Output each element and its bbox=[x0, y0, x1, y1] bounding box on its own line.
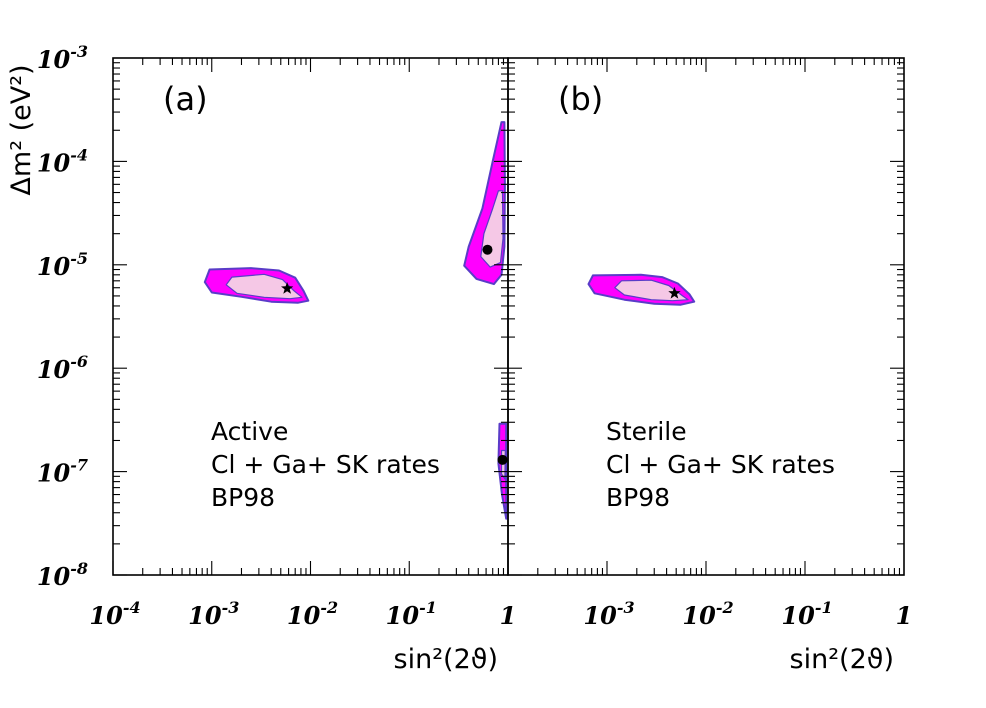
panel-b-x-tick-label: 10-3 bbox=[583, 598, 634, 630]
y-axis-title: Δm² (eV²) bbox=[6, 64, 37, 195]
tick-label-base: 10 bbox=[37, 355, 71, 384]
panel-b-x-tick-label: 10-2 bbox=[682, 598, 733, 630]
panel-a-frame bbox=[112, 57, 509, 576]
panel-a-x-tick-label: 10-4 bbox=[89, 598, 140, 630]
tick-label-base: 10 bbox=[188, 601, 222, 630]
tick-label-exponent: -5 bbox=[70, 249, 88, 268]
tick-label-base: 1 bbox=[500, 601, 517, 630]
panel-a-sma-best-fit-star bbox=[281, 282, 294, 294]
annotations-layer: sin²(2ϑ) (a) Active Cl + Ga+ SK rates BP98 si… bbox=[6, 64, 894, 675]
panel-b-annotation-line: Cl + Ga+ SK rates bbox=[606, 450, 835, 479]
tick-label-base: 10 bbox=[781, 601, 815, 630]
panel-a-annotation-line: Active bbox=[211, 417, 288, 446]
panel-a-label: (a) bbox=[163, 80, 208, 118]
tick-label-exponent: -3 bbox=[617, 598, 635, 617]
panel-a-low-best-fit-dot bbox=[497, 454, 508, 465]
tick-label-exponent: -6 bbox=[70, 352, 88, 371]
panel-a-x-tick-label: 10-2 bbox=[287, 598, 338, 630]
tick-label-exponent: -1 bbox=[815, 598, 833, 617]
tick-label-base: 10 bbox=[287, 601, 321, 630]
panel-a-x-tick-label: 10-3 bbox=[188, 598, 239, 630]
tick-marks-layer bbox=[112, 58, 904, 576]
tick-label-base: 10 bbox=[682, 601, 716, 630]
tick-label-exponent: -3 bbox=[222, 598, 240, 617]
panel-a-x-tick-label: 10-1 bbox=[386, 598, 437, 630]
y-tick-label: 10-3 bbox=[37, 42, 88, 74]
panel-a-annotation-line: BP98 bbox=[211, 483, 275, 512]
panel-b-annotation-line: Sterile bbox=[606, 417, 687, 446]
tick-label-exponent: -4 bbox=[123, 598, 141, 617]
tick-label-exponent: -4 bbox=[70, 145, 88, 164]
panel-a-annotation-line: Cl + Ga+ SK rates bbox=[211, 450, 440, 479]
tick-label-base: 10 bbox=[37, 148, 71, 177]
tick-label-exponent: -2 bbox=[320, 598, 338, 617]
tick-label-base: 10 bbox=[37, 562, 71, 591]
tick-label-exponent: -3 bbox=[70, 42, 88, 61]
tick-label-base: 1 bbox=[896, 601, 913, 630]
y-tick-label: 10-6 bbox=[37, 352, 88, 384]
tick-label-base: 10 bbox=[386, 601, 420, 630]
tick-label-exponent: -1 bbox=[419, 598, 437, 617]
panel-a-sma-inner-region bbox=[225, 273, 303, 300]
tick-label-base: 10 bbox=[37, 252, 71, 281]
panel-a-x-tick-label: 1 bbox=[500, 601, 517, 630]
panel-b-x-axis-title: sin²(2ϑ) bbox=[790, 644, 894, 675]
tick-label-base: 10 bbox=[37, 45, 71, 74]
panel-b-frame bbox=[507, 57, 905, 576]
panel-b-x-tick-label: 1 bbox=[896, 601, 913, 630]
tick-label-base: 10 bbox=[89, 601, 123, 630]
y-tick-label: 10-7 bbox=[37, 456, 88, 488]
panel-b-sma-best-fit-star bbox=[668, 286, 681, 299]
panel-b-annotation-line: BP98 bbox=[606, 483, 670, 512]
panel-b-sma-inner-region bbox=[614, 279, 689, 302]
tick-label-base: 10 bbox=[37, 459, 71, 488]
tick-label-exponent: -8 bbox=[70, 559, 88, 578]
y-tick-label: 10-8 bbox=[37, 559, 88, 591]
panel-a-lma-best-fit-dot bbox=[482, 244, 493, 255]
panel-b-label: (b) bbox=[558, 80, 603, 118]
tick-label-exponent: -7 bbox=[70, 456, 88, 475]
y-tick-label: 10-5 bbox=[37, 249, 88, 281]
panel-a-x-axis-title: sin²(2ϑ) bbox=[394, 644, 498, 675]
tick-labels-layer: 10-4 10-3 10-2 10-1 1 10-3 10-2 10-1 110-310-410… bbox=[37, 42, 913, 630]
panel-b-x-tick-label: 10-1 bbox=[781, 598, 832, 630]
tick-label-exponent: -2 bbox=[716, 598, 734, 617]
contour-regions-layer bbox=[203, 121, 696, 520]
tick-label-base: 10 bbox=[583, 601, 617, 630]
y-tick-label: 10-4 bbox=[37, 145, 88, 177]
